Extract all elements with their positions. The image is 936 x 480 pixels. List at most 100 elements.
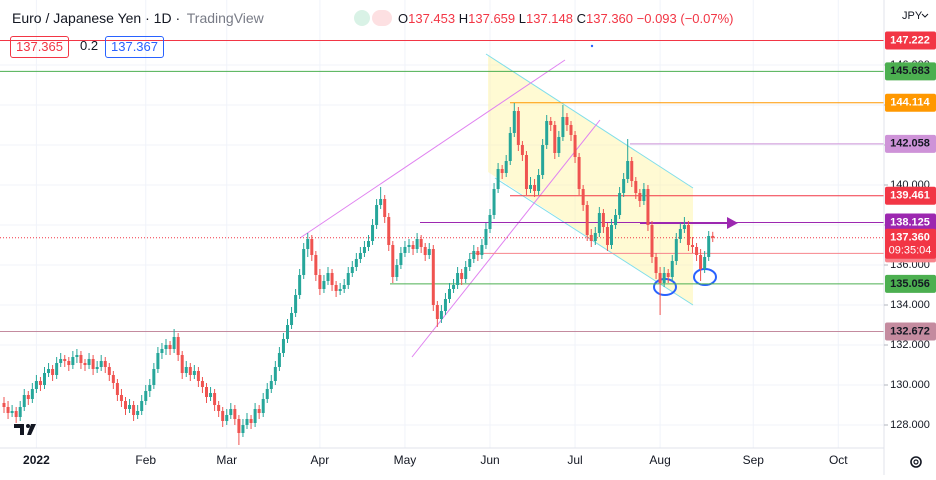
candle-body (63, 359, 67, 361)
ohlc-label: H (458, 11, 469, 26)
ohlc-label: L (518, 11, 526, 26)
level-tag (885, 134, 936, 153)
level-tag-label: 139.461 (890, 190, 930, 202)
level-tag-label: 132.672 (890, 325, 930, 337)
candle-body (508, 133, 512, 161)
candle-body (703, 257, 707, 269)
level-tag (885, 322, 936, 341)
status-pill[interactable] (372, 10, 392, 26)
ohlc-label: O (398, 11, 409, 26)
candle-body (557, 137, 561, 153)
candle-body (674, 239, 678, 261)
candle-body (516, 111, 520, 145)
candle-body (610, 225, 613, 245)
buy-button[interactable]: 137.367 (105, 36, 164, 58)
candle-body (472, 251, 476, 259)
candle-body (614, 215, 618, 225)
candle-body (192, 371, 196, 375)
candle-body (196, 371, 200, 381)
candle-body (160, 349, 164, 353)
candle-body (229, 409, 233, 415)
spread: 0.2 (80, 38, 99, 53)
ohlc-value: 137.148 (526, 11, 573, 26)
x-tick-label: May (394, 453, 417, 467)
candle-body (448, 289, 451, 299)
candle-body (549, 121, 553, 125)
candle-body (245, 419, 249, 425)
ohlc-value: 137.659 (468, 11, 516, 26)
candle-body (395, 265, 399, 277)
candle-body (593, 233, 597, 241)
candle-body (678, 229, 682, 239)
candle-body (152, 369, 156, 385)
level-tag-label: 135.056 (890, 278, 930, 290)
candle-body (95, 367, 99, 369)
candle-body (172, 337, 176, 349)
candle-body (383, 199, 387, 217)
candle-body (605, 227, 609, 245)
price-tag (885, 228, 936, 259)
candle-body (581, 189, 585, 205)
currency-label[interactable]: JPY (902, 10, 923, 22)
candle-body (597, 213, 601, 233)
candle-body (286, 325, 289, 339)
y-tick-label: 128.000 (890, 419, 930, 431)
currency-caret[interactable] (921, 13, 929, 18)
sell-button[interactable]: 137.365 (10, 36, 69, 58)
level-tag (885, 186, 936, 205)
candle-body (115, 383, 119, 395)
channel-top (485, 53, 694, 189)
candle-body (662, 273, 666, 283)
candle-body (577, 157, 581, 189)
trend-line (299, 59, 566, 239)
candle-body (14, 411, 18, 417)
axes: 128.000130.000132.000134.000136.000138.0… (23, 59, 930, 467)
candle-body (529, 185, 532, 189)
candle-body (34, 381, 38, 389)
candles (2, 103, 715, 445)
candle-body (18, 407, 22, 417)
candle-body (342, 285, 346, 289)
candle-body (682, 225, 686, 229)
candle-body (59, 359, 63, 363)
level-tag-label: 145.683 (890, 65, 930, 77)
candle-body (439, 311, 443, 319)
candle-body (55, 363, 59, 375)
x-tick-label: Mar (216, 453, 237, 467)
ohlc-value: 137.360 (586, 11, 634, 26)
candle-body (188, 367, 192, 375)
candle-body (338, 289, 342, 291)
x-tick-label: Oct (829, 453, 848, 467)
change: −0.093 (−0.07%) (636, 11, 734, 26)
x-tick-label: Apr (311, 453, 330, 467)
candle-body (87, 359, 91, 365)
candle-body (512, 111, 516, 133)
candle-body (184, 367, 188, 373)
settings-gear[interactable] (910, 456, 922, 468)
candle-body (334, 285, 338, 291)
candle-body (699, 255, 703, 269)
candle-body (375, 205, 379, 225)
ohlc-legend: O137.453 H137.659 L137.148 C137.360 −0.0… (398, 11, 734, 26)
levels (0, 40, 884, 333)
trend-line (411, 119, 601, 358)
candle-body (638, 193, 642, 201)
candle-body (358, 253, 362, 259)
candle-body (67, 361, 71, 365)
candle-body (561, 117, 565, 137)
tv-logo (14, 424, 36, 435)
price-tag-label: 137.360 (890, 232, 930, 244)
x-tick-label: Jul (567, 453, 582, 467)
candle-body (354, 259, 358, 267)
level-tag-label: 147.222 (890, 34, 930, 46)
candle-body (294, 295, 298, 313)
symbol-title: Euro / Japanese Yen · 1D · (12, 10, 181, 26)
candle-body (545, 121, 549, 145)
candle-body (26, 395, 30, 399)
candle-body (318, 275, 322, 289)
candle-body (480, 245, 484, 255)
candle-body (237, 419, 241, 433)
status-pill[interactable] (354, 10, 370, 26)
candle-body (367, 241, 370, 247)
